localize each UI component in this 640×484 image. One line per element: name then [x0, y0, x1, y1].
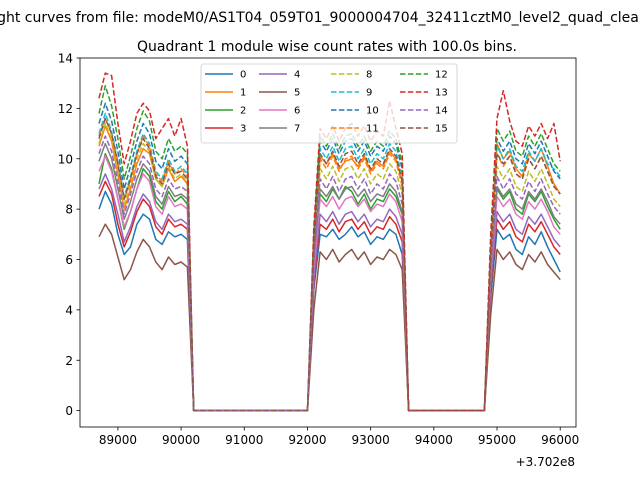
series-line-9 — [98, 112, 561, 412]
x-tick-label: 89000 — [99, 433, 137, 447]
legend-label-13: 13 — [435, 88, 448, 99]
legend-label-2: 2 — [240, 106, 246, 117]
series-line-7 — [98, 142, 561, 412]
y-tick-label: 2 — [65, 354, 73, 368]
legend-label-6: 6 — [294, 106, 300, 117]
series-lines — [98, 72, 561, 412]
legend-label-9: 9 — [366, 88, 372, 99]
y-tick-label: 6 — [65, 253, 73, 267]
figure-suptitle: Light curves from file: modeM0/AS1T04_05… — [0, 10, 640, 26]
legend-label-12: 12 — [435, 70, 448, 81]
legend-label-7: 7 — [294, 124, 300, 135]
legend-label-1: 1 — [240, 88, 246, 99]
y-tick-label: 8 — [65, 203, 73, 217]
legend-label-4: 4 — [294, 70, 300, 81]
y-tick-label: 4 — [65, 303, 73, 317]
series-line-6 — [98, 155, 561, 412]
x-tick-label: 91000 — [225, 433, 263, 447]
series-line-8 — [98, 122, 561, 412]
legend-label-10: 10 — [366, 106, 379, 117]
series-line-13 — [98, 72, 561, 412]
legend-label-0: 0 — [240, 70, 246, 81]
series-line-1 — [98, 125, 561, 412]
legend-label-14: 14 — [435, 106, 448, 117]
series-line-5 — [98, 223, 561, 412]
plot-area: 89000 90000 91000 92000 93000 94000 95000 96000… — [58, 52, 580, 448]
series-line-2 — [98, 152, 561, 412]
axes-frame — [79, 57, 577, 428]
series-line-3 — [98, 180, 561, 412]
legend-label-11: 11 — [366, 124, 379, 135]
x-tick-label: 94000 — [415, 433, 453, 447]
series-line-11 — [98, 117, 561, 412]
y-tick-label: 12 — [58, 102, 73, 116]
x-tick-label: 90000 — [162, 433, 200, 447]
x-tick-label: 92000 — [288, 433, 326, 447]
legend-label-8: 8 — [366, 70, 372, 81]
legend-label-15: 15 — [435, 124, 448, 135]
chart-title: Quadrant 1 module wise count rates with … — [137, 39, 517, 55]
x-tick-label: 93000 — [352, 433, 390, 447]
y-tick-label: 14 — [58, 52, 73, 66]
series-line-14 — [98, 135, 561, 412]
legend-label-5: 5 — [294, 88, 300, 99]
series-line-0 — [98, 190, 561, 412]
legend-box — [200, 63, 458, 144]
y-tick-label: 10 — [58, 152, 73, 166]
series-line-4 — [98, 173, 561, 412]
series-line-10 — [98, 102, 561, 412]
legend-label-3: 3 — [240, 124, 246, 135]
x-axis: 89000 90000 91000 92000 93000 94000 95000 96000 — [99, 427, 579, 447]
x-tick-label: 95000 — [478, 433, 516, 447]
x-tick-label: 96000 — [541, 433, 579, 447]
y-axis: 0 2 4 6 8 10 12 14 — [58, 52, 80, 418]
series-line-15 — [98, 117, 561, 412]
y-tick-label: 0 — [65, 404, 73, 418]
x-offset-label: +3.702e8 — [516, 455, 575, 469]
